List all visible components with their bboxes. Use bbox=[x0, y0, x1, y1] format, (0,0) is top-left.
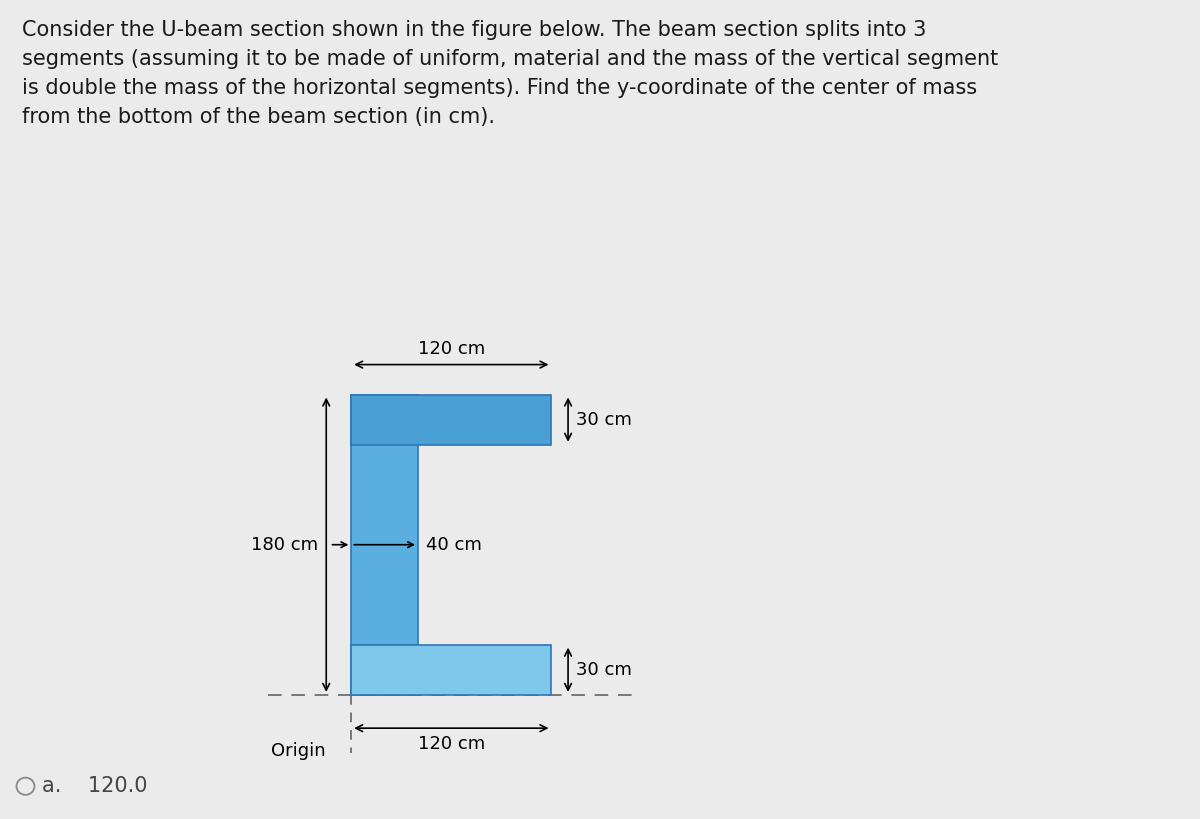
Text: 120 cm: 120 cm bbox=[418, 735, 485, 753]
Text: 40 cm: 40 cm bbox=[426, 536, 482, 554]
Text: Consider the U-beam section shown in the figure below. The beam section splits i: Consider the U-beam section shown in the… bbox=[22, 20, 998, 127]
Text: a.    120.0: a. 120.0 bbox=[42, 776, 148, 796]
Bar bbox=[352, 395, 551, 445]
Text: Origin: Origin bbox=[271, 741, 326, 759]
Text: 180 cm: 180 cm bbox=[251, 536, 318, 554]
Text: 30 cm: 30 cm bbox=[576, 661, 632, 679]
Text: 30 cm: 30 cm bbox=[576, 410, 632, 428]
Text: 120 cm: 120 cm bbox=[418, 340, 485, 358]
Bar bbox=[352, 395, 418, 695]
Bar bbox=[352, 645, 551, 695]
